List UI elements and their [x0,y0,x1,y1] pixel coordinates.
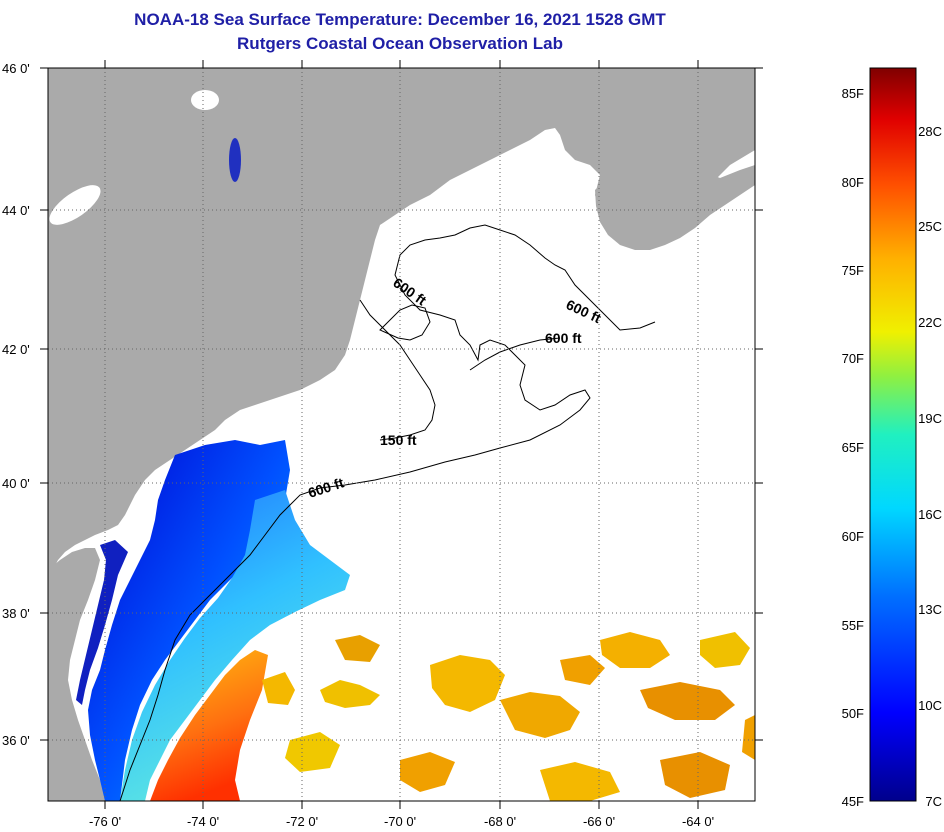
colorbar-f-label: 65F [842,440,864,455]
lat-label: 38 0' [2,606,30,621]
colorbar-f-label: 55F [842,618,864,633]
colorbar-c-label: 7C [925,794,942,809]
colorbar-f-label: 50F [842,706,864,721]
colorbar-c-label: 13C [918,602,942,617]
lon-label: -70 0' [384,814,416,829]
bathymetry-contours [119,224,656,801]
colorbar-c-label: 28C [918,124,942,139]
contour-label: 600 ft [545,330,582,346]
lake-shape [191,90,219,110]
colorbar-f-label: 70F [842,351,864,366]
lon-label: -66 0' [583,814,615,829]
colorbar-c-label: 16C [918,507,942,522]
lon-label: -68 0' [484,814,516,829]
lon-label: -74 0' [187,814,219,829]
colorbar-c-label: 25C [918,219,942,234]
lat-label: 36 0' [2,733,30,748]
lon-label: -76 0' [89,814,121,829]
lon-label: -64 0' [682,814,714,829]
lake-champlain [229,138,241,182]
contour-label: 150 ft [380,432,417,448]
lat-label: 44 0' [2,203,30,218]
map-canvas: 600 ft 600 ft 600 ft 150 ft 600 ft [48,68,755,801]
colorbar-c-label: 19C [918,411,942,426]
lat-label: 42 0' [2,342,30,357]
map-frame [47,67,756,802]
lat-label: 40 0' [2,476,30,491]
land-mainland [48,68,755,580]
colorbar-f-label: 45F [842,794,864,809]
offshore-sst-patches [262,632,755,801]
lon-label: -72 0' [286,814,318,829]
axis-ticks [40,60,763,809]
chesapeake-bay [76,540,128,705]
lake-shape [49,185,101,225]
coastal-water-cold [88,440,290,801]
temperature-colorbar [869,67,917,802]
colorbar-c-label: 22C [918,315,942,330]
colorbar-f-label: 75F [842,263,864,278]
map-title: NOAA-18 Sea Surface Temperature: Decembe… [134,10,666,29]
lat-label: 46 0' [2,61,30,76]
colorbar-f-label: 85F [842,86,864,101]
land-mid-atlantic [48,548,108,801]
gulf-stream-water [150,650,268,801]
shelf-water [120,490,350,801]
land-nova-scotia [595,158,755,250]
map-subtitle: Rutgers Coastal Ocean Observation Lab [237,34,563,53]
colorbar-f-label: 60F [842,529,864,544]
colorbar-f-label: 80F [842,175,864,190]
colorbar-c-label: 10C [918,698,942,713]
